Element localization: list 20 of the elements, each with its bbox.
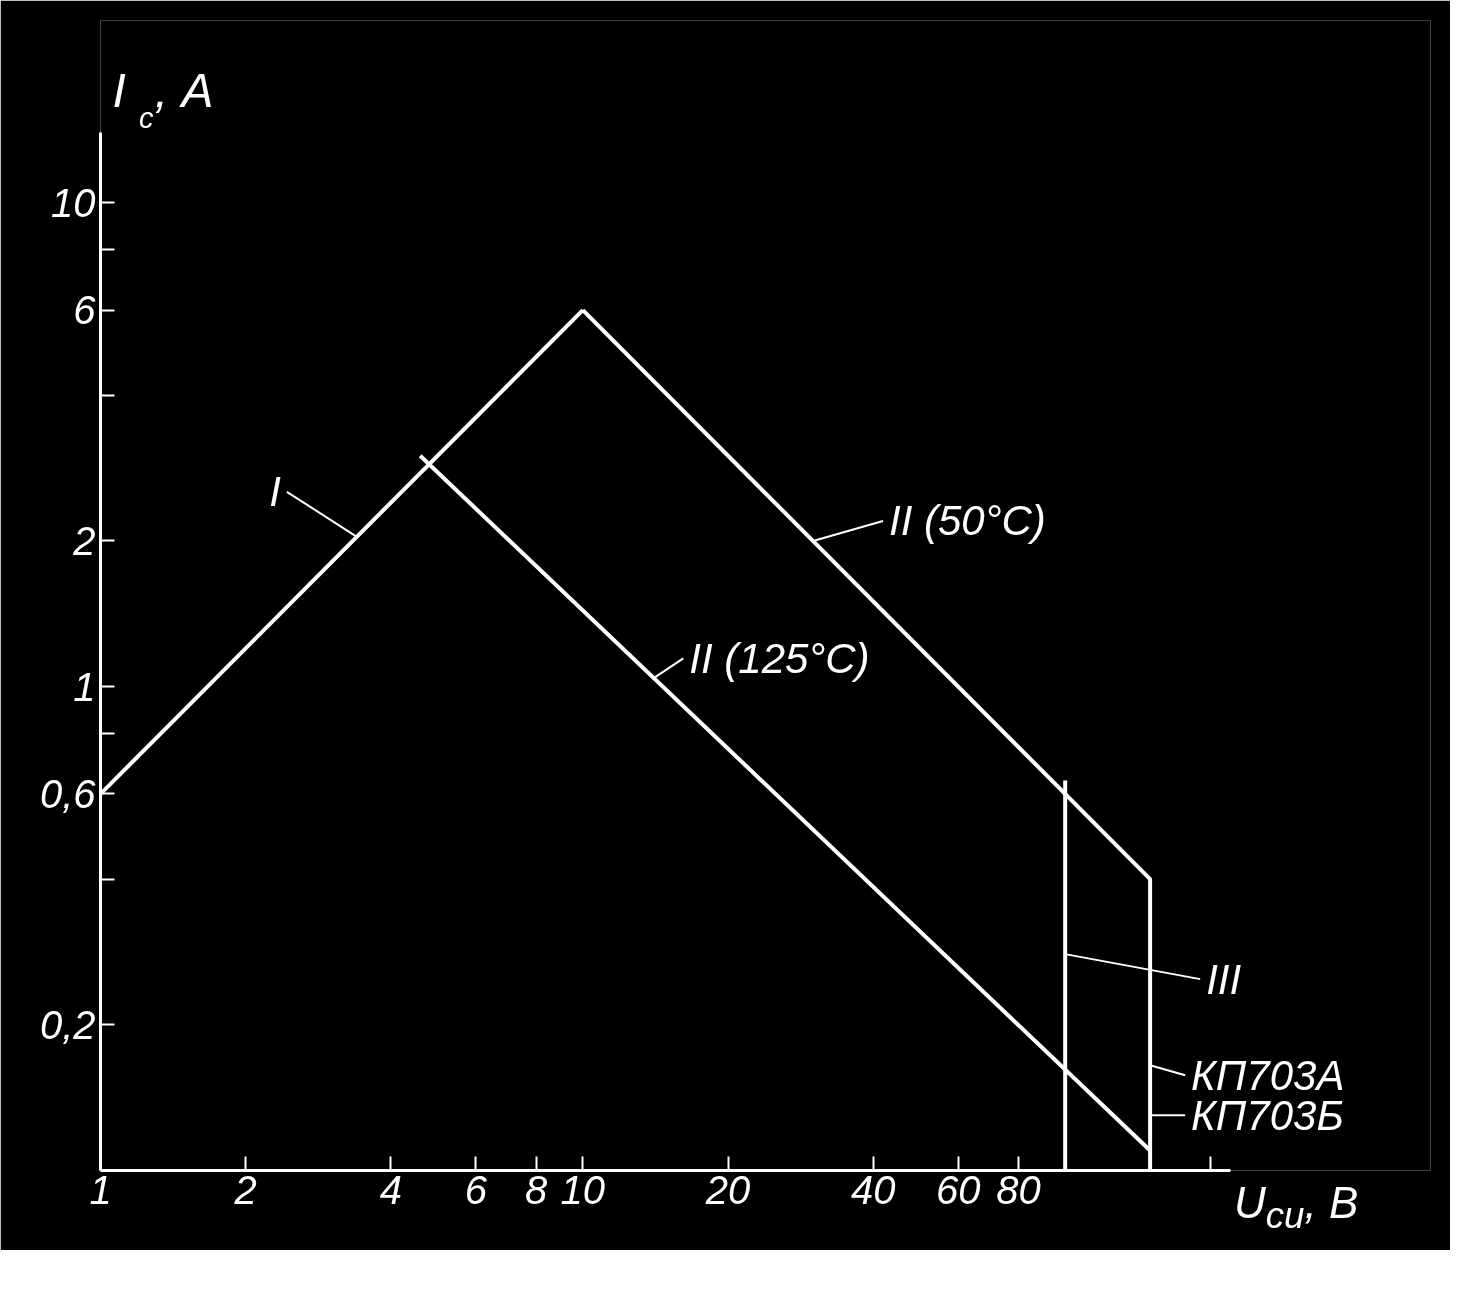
- x-tick-label: 2: [233, 1167, 257, 1212]
- x-axis-title: U$_{си}$, В: [1234, 1177, 1359, 1238]
- x-tick-label: 80: [996, 1167, 1041, 1212]
- y-tick-label: 0,2: [39, 1002, 96, 1047]
- y-tick-label: 0,6: [39, 771, 97, 816]
- y-tick-label: 10: [51, 180, 96, 225]
- x-tick-label: 4: [379, 1167, 403, 1212]
- y-tick-label: 1: [73, 664, 96, 709]
- x-tick-label: 40: [850, 1167, 896, 1212]
- y-tick-label: 2: [72, 518, 96, 563]
- x-tick-label: 6: [464, 1167, 488, 1212]
- annotation: I: [269, 468, 282, 516]
- x-tick-label: 20: [704, 1167, 751, 1212]
- x-tick-label: 8: [524, 1167, 548, 1212]
- x-tick-label: 60: [935, 1167, 981, 1212]
- x-tick-label: 10: [560, 1167, 606, 1212]
- annotation: II (125°C): [689, 634, 870, 682]
- annotation: II (50°C): [888, 497, 1046, 545]
- annotation: III: [1206, 955, 1242, 1003]
- y-tick-label: 6: [73, 288, 97, 333]
